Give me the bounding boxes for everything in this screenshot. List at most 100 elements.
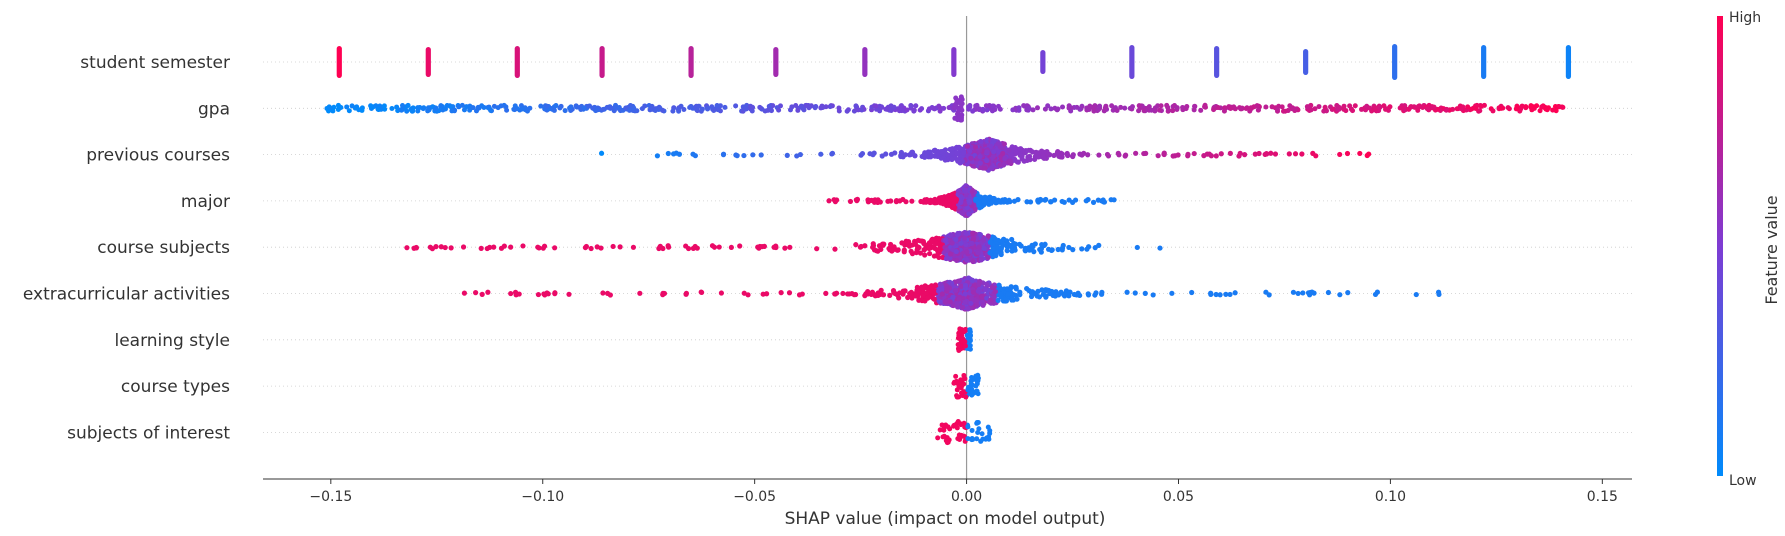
data-point <box>902 152 908 158</box>
data-point <box>1099 289 1105 295</box>
data-point <box>1041 242 1047 249</box>
data-point <box>675 107 681 113</box>
data-point <box>590 105 596 111</box>
data-point <box>879 153 885 159</box>
data-point <box>984 281 990 288</box>
data-point <box>714 103 720 109</box>
data-point <box>478 245 484 251</box>
data-point <box>1032 241 1038 247</box>
data-point <box>1366 151 1372 157</box>
data-point <box>373 103 379 109</box>
data-point <box>1001 141 1007 147</box>
data-point <box>898 152 904 159</box>
data-point <box>1092 245 1098 251</box>
feature-label: subjects of interest <box>67 423 230 443</box>
data-point <box>913 103 919 109</box>
data-point <box>962 339 968 345</box>
data-point <box>917 107 923 113</box>
data-point <box>954 150 960 156</box>
data-point <box>958 283 964 289</box>
data-point <box>649 103 655 109</box>
data-point <box>945 195 951 201</box>
feature-labels: student semester gpa previous courses major… <box>23 53 230 443</box>
data-point <box>784 152 790 158</box>
data-point <box>1079 246 1085 252</box>
data-point <box>984 157 990 164</box>
data-point <box>823 290 829 296</box>
data-point <box>495 105 501 111</box>
data-point <box>1064 152 1070 158</box>
data-point <box>967 103 973 109</box>
data-point <box>889 248 895 254</box>
data-point <box>952 102 958 108</box>
data-point <box>827 104 833 110</box>
data-point <box>906 243 913 249</box>
data-point <box>1543 106 1549 112</box>
data-point <box>936 235 942 242</box>
data-point <box>1424 106 1430 112</box>
data-point <box>1256 150 1262 157</box>
data-point <box>1174 105 1180 111</box>
data-point <box>433 244 439 250</box>
data-point <box>404 245 410 251</box>
data-point <box>657 243 663 249</box>
data-point <box>974 298 980 304</box>
data-point <box>829 151 835 157</box>
data-point <box>1269 104 1275 110</box>
data-point <box>1157 107 1163 113</box>
data-point <box>1347 103 1353 109</box>
data-point <box>1192 103 1198 109</box>
data-point <box>473 290 479 296</box>
data-point <box>665 150 671 157</box>
data-point <box>786 290 793 296</box>
data-point <box>980 107 986 113</box>
data-point <box>1170 108 1176 114</box>
data-point <box>1009 297 1015 303</box>
feature-label: previous courses <box>86 146 230 166</box>
data-point <box>908 248 914 254</box>
data-point <box>716 244 722 250</box>
data-point <box>976 426 982 432</box>
data-point <box>1292 151 1299 157</box>
data-point <box>1550 107 1556 113</box>
data-point <box>1013 284 1019 290</box>
data-point <box>937 244 943 250</box>
data-point <box>1457 103 1463 109</box>
data-point <box>985 254 991 260</box>
data-point <box>1118 104 1124 110</box>
data-point <box>949 146 955 152</box>
data-point <box>953 236 959 243</box>
data-point <box>1026 247 1033 253</box>
data-point <box>974 160 980 166</box>
data-point <box>460 244 467 250</box>
data-point <box>847 198 854 205</box>
data-point <box>1490 108 1496 114</box>
data-point <box>670 151 677 157</box>
data-point <box>1141 108 1147 114</box>
data-point <box>1014 296 1020 302</box>
data-point <box>997 106 1003 112</box>
data-point <box>1366 105 1372 111</box>
data-point <box>880 292 887 298</box>
data-point <box>937 427 943 433</box>
data-point <box>932 147 938 153</box>
data-point <box>923 290 930 296</box>
data-point <box>694 245 700 251</box>
x-tick-label: 0.10 <box>1375 489 1406 505</box>
data-point <box>607 292 613 298</box>
x-axis-label: SHAP value (impact on model output) <box>785 509 1106 529</box>
data-point <box>962 282 969 289</box>
data-point <box>562 108 568 114</box>
data-point <box>683 291 689 297</box>
data-point <box>944 286 950 292</box>
data-point <box>541 243 548 249</box>
data-point <box>917 250 924 256</box>
data-point <box>1045 151 1051 158</box>
data-point <box>1519 103 1525 109</box>
data-point <box>995 297 1001 304</box>
data-point <box>984 107 990 113</box>
data-point <box>705 105 711 111</box>
data-point <box>997 144 1004 150</box>
data-point <box>728 244 734 251</box>
data-point <box>757 104 763 110</box>
